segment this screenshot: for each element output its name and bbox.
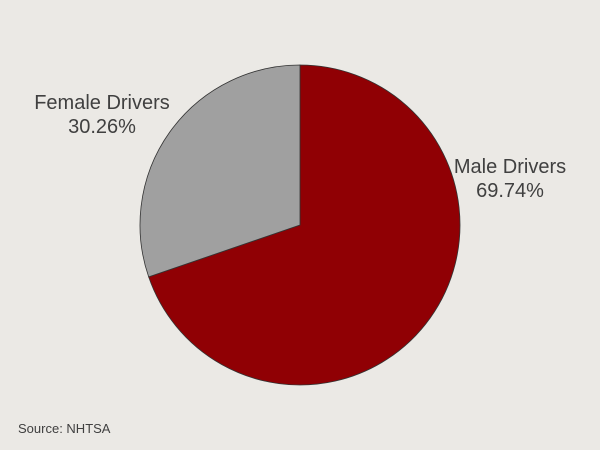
female-drivers-category: Female Drivers <box>34 92 170 114</box>
male-drivers-value: 69.74% <box>476 180 544 202</box>
pie-slices <box>139 64 461 386</box>
male-drivers-label: Male Drivers 69.74% <box>440 155 580 203</box>
male-drivers-category: Male Drivers <box>453 156 567 178</box>
female-drivers-value: 30.26% <box>68 116 136 138</box>
female-drivers-label: Female Drivers 30.26% <box>22 91 182 139</box>
pie-slice-female-drivers <box>139 64 301 278</box>
source-note: Source: NHTSA <box>18 421 111 436</box>
pie-slice-male-drivers <box>148 64 461 386</box>
